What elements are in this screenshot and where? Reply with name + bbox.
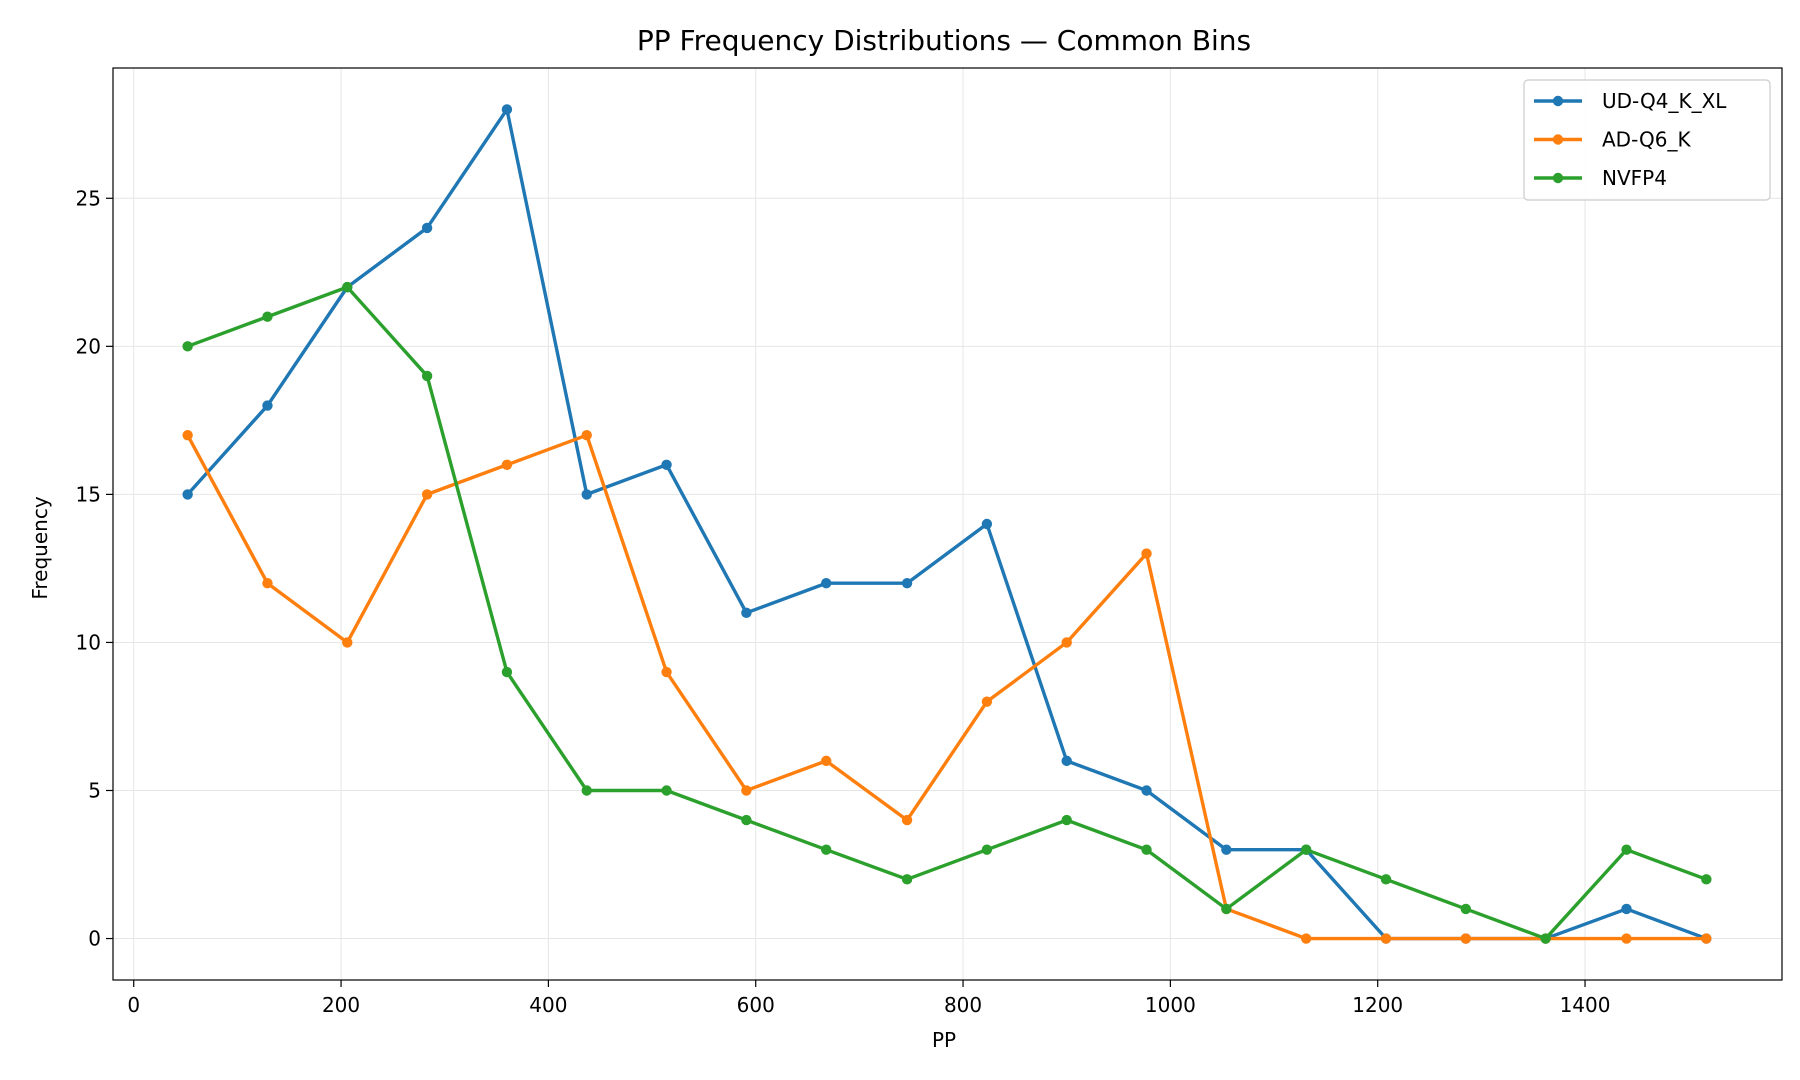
y-tick-label: 5 <box>88 778 101 802</box>
legend-swatch-marker <box>1552 95 1564 107</box>
data-point <box>821 844 832 855</box>
data-point <box>1061 637 1072 648</box>
x-tick-label: 200 <box>322 993 360 1017</box>
series-layer <box>182 104 1712 944</box>
data-point <box>421 222 433 234</box>
legend-label: UD-Q4_K_XL <box>1602 89 1727 113</box>
data-point <box>901 578 913 589</box>
data-point <box>901 874 913 885</box>
data-point <box>182 429 193 441</box>
data-point <box>661 459 672 470</box>
legend-label: AD-Q6_K <box>1602 128 1691 152</box>
data-point <box>1460 903 1472 915</box>
y-axis-ticks: 0 5 10 15 20 25 <box>76 186 113 951</box>
series-NVFP4 <box>182 281 1712 944</box>
data-point <box>1141 785 1152 796</box>
data-point <box>1621 844 1632 855</box>
data-point <box>981 844 993 855</box>
data-point <box>262 578 273 589</box>
data-point <box>981 518 993 530</box>
data-point <box>342 637 353 648</box>
x-tick-label: 1000 <box>1145 993 1196 1017</box>
legend-swatch-marker <box>1552 134 1564 145</box>
data-point <box>1141 548 1152 559</box>
x-tick-label: 800 <box>944 993 982 1017</box>
data-point <box>741 607 752 619</box>
data-point <box>1141 844 1152 855</box>
legend-label: NVFP4 <box>1602 166 1667 190</box>
legend-swatch-marker <box>1552 172 1564 184</box>
data-point <box>262 400 273 411</box>
plot-frame <box>112 67 1783 981</box>
data-point <box>741 785 752 796</box>
x-tick-label: 1400 <box>1560 993 1611 1017</box>
data-point <box>1221 903 1232 915</box>
chart-title: PP Frequency Distributions — Common Bins <box>637 24 1251 57</box>
y-tick-label: 25 <box>76 186 101 210</box>
data-point <box>1380 874 1392 885</box>
data-point <box>421 489 433 500</box>
data-point <box>501 459 513 470</box>
data-point <box>821 755 832 767</box>
data-point <box>581 489 592 500</box>
data-point <box>182 489 193 500</box>
series-line <box>185 285 1709 941</box>
data-point <box>901 814 913 826</box>
data-point <box>1380 933 1392 944</box>
data-point <box>1061 755 1072 767</box>
data-point <box>1701 933 1712 944</box>
data-point <box>1701 874 1712 885</box>
data-point <box>501 104 513 115</box>
data-point <box>1300 933 1312 944</box>
data-point <box>1300 844 1312 855</box>
data-point <box>741 814 752 826</box>
y-tick-label: 0 <box>88 927 101 951</box>
data-point <box>421 370 433 382</box>
x-tick-label: 600 <box>737 993 775 1017</box>
data-point <box>1221 844 1232 855</box>
data-point <box>1460 933 1472 944</box>
data-point <box>501 666 513 678</box>
data-point <box>182 341 193 352</box>
x-tick-label: 400 <box>529 993 567 1017</box>
y-tick-label: 20 <box>76 334 101 358</box>
grid <box>113 68 1782 980</box>
data-point <box>821 578 832 589</box>
y-axis-label: Frequency <box>28 496 52 599</box>
data-point <box>1621 933 1632 944</box>
data-point <box>1540 933 1551 944</box>
y-tick-label: 10 <box>76 630 101 654</box>
x-axis-ticks: 0 200 400 600 800 1000 1200 1400 <box>127 980 1610 1017</box>
data-point <box>1061 814 1072 826</box>
data-point <box>661 785 672 796</box>
series-line <box>185 433 1709 941</box>
data-point <box>1621 903 1632 915</box>
x-axis-label: PP <box>932 1028 956 1052</box>
data-point <box>661 666 672 678</box>
data-point <box>262 311 273 322</box>
data-point <box>981 696 993 707</box>
data-point <box>581 429 592 441</box>
x-tick-label: 1200 <box>1352 993 1403 1017</box>
data-point <box>342 281 353 293</box>
data-point <box>581 785 592 796</box>
y-tick-label: 15 <box>76 482 101 506</box>
x-tick-label: 0 <box>127 993 140 1017</box>
legend-box <box>1523 79 1771 201</box>
legend: UD-Q4_K_XL AD-Q6_K NVFP4 <box>1523 79 1771 201</box>
